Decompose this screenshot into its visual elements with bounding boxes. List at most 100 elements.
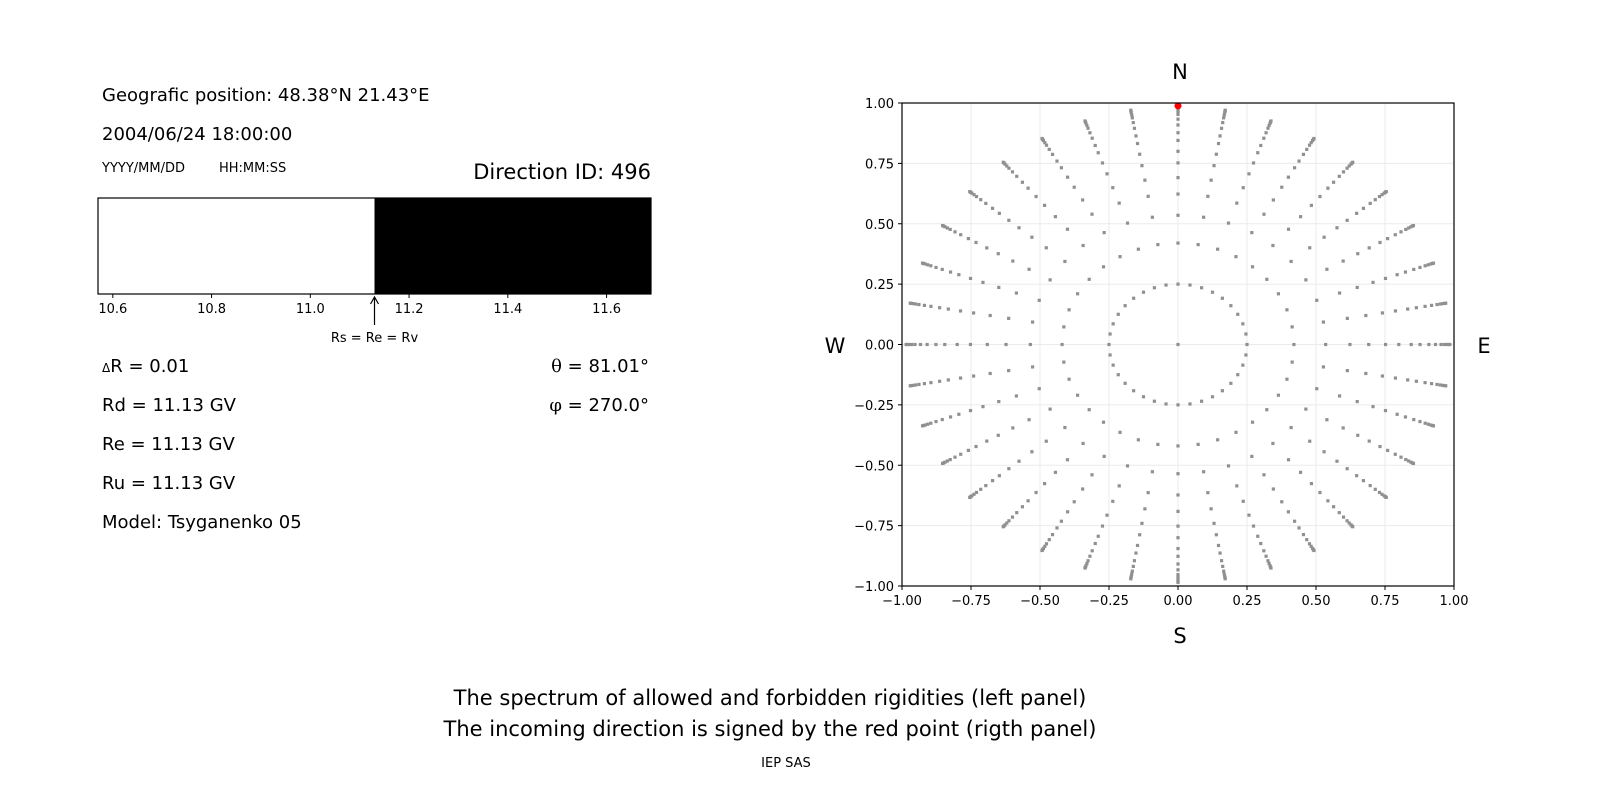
direction-point: [1001, 160, 1005, 164]
model-name: Model: Tsyganenko 05: [102, 512, 302, 533]
direction-point: [911, 383, 915, 387]
direction-point: [1383, 408, 1388, 413]
direction-scatter-chart: −1.00 −0.75 −0.50 −0.25 0.00 0.25 0.50 0.75 1.00…: [825, 60, 1491, 648]
direction-point: [1411, 461, 1416, 466]
direction-point: [1345, 166, 1349, 170]
direction-point: [1111, 186, 1115, 190]
direction-point: [914, 302, 918, 306]
direction-point: [946, 378, 950, 382]
direction-point: [990, 479, 995, 483]
direction-point: [1129, 108, 1133, 112]
direction-point: [1431, 261, 1436, 265]
direction-point: [1050, 533, 1055, 537]
x-tick-label: 1.00: [1440, 594, 1469, 609]
direction-point: [1259, 541, 1263, 546]
direction-point: [1423, 264, 1427, 268]
direction-point: [974, 490, 979, 495]
direction-point: [1117, 484, 1121, 488]
direction-point: [1331, 505, 1336, 509]
spectrum-segment-forbidden: [374, 198, 651, 294]
direction-point: [1393, 233, 1397, 237]
direction-point: [1308, 246, 1312, 250]
direction-point: [1368, 201, 1372, 205]
direction-point: [1047, 147, 1051, 151]
direction-point: [1373, 198, 1377, 202]
direction-point: [1267, 123, 1271, 128]
direction-point: [1101, 420, 1106, 424]
direction-point: [1020, 505, 1025, 509]
direction-point: [1146, 491, 1150, 495]
direction-point: [908, 384, 912, 388]
date-format-label: YYYY/MM/DD: [102, 161, 185, 176]
direction-point: [1245, 342, 1249, 347]
ru-value: Ru = 11.13 GV: [102, 473, 236, 494]
direction-point: [922, 382, 927, 386]
direction-point: [1386, 448, 1390, 452]
phi-text: = 270.0°: [561, 395, 649, 416]
compass-north: N: [1172, 60, 1188, 84]
direction-point: [990, 206, 995, 210]
direction-point: [1269, 566, 1273, 570]
x-tick-label: 10.6: [98, 302, 127, 317]
direction-point: [1030, 450, 1034, 454]
direction-point: [1315, 387, 1319, 391]
direction-point: [946, 307, 950, 311]
direction-point: [1037, 298, 1041, 302]
direction-point: [1429, 382, 1434, 386]
direction-point: [1083, 119, 1087, 123]
direction-point: [1212, 164, 1216, 168]
direction-point: [1176, 117, 1180, 121]
direction-point: [913, 342, 917, 347]
direction-point: [1007, 316, 1011, 320]
direction-point: [1117, 201, 1121, 205]
direction-point: [1044, 542, 1049, 546]
direction-point: [1335, 459, 1339, 463]
direction-point: [1030, 235, 1034, 239]
direction-point: [984, 201, 988, 205]
direction-point: [1164, 402, 1168, 406]
direction-point: [1355, 211, 1359, 215]
direction-point: [929, 421, 933, 425]
direction-point: [1081, 487, 1085, 491]
direction-point: [1123, 381, 1127, 385]
theta-text: = 81.01°: [561, 356, 649, 377]
theta-symbol: θ: [551, 356, 562, 377]
delta-symbol: Δ: [102, 361, 111, 375]
direction-point: [1176, 109, 1180, 114]
direction-point: [1286, 458, 1291, 462]
direction-point: [1034, 194, 1038, 199]
direction-point: [1088, 131, 1092, 135]
caption-line-2: The incoming direction is signed by the …: [443, 717, 1097, 741]
direction-point: [917, 302, 921, 307]
direction-point: [1250, 265, 1255, 269]
direction-point: [1368, 484, 1372, 488]
direction-point: [1229, 381, 1233, 385]
direction-point: [1307, 542, 1312, 546]
direction-point: [1371, 280, 1375, 284]
direction-point: [1262, 212, 1266, 216]
direction-point: [1136, 247, 1140, 251]
direction-point: [974, 444, 978, 449]
direction-point: [1305, 147, 1309, 151]
direction-point: [1196, 243, 1200, 247]
direction-point: [1156, 243, 1160, 247]
direction-point: [1326, 499, 1330, 503]
direction-point: [1290, 360, 1294, 364]
direction-point: [1010, 515, 1015, 519]
direction-point: [1176, 112, 1180, 116]
direction-point: [1085, 561, 1089, 566]
direction-point: [1356, 252, 1360, 256]
direction-point: [1048, 407, 1052, 411]
direction-point: [1393, 452, 1397, 456]
direction-point: [1223, 108, 1227, 112]
direction-point: [959, 233, 963, 237]
direction-point: [1435, 302, 1439, 307]
direction-point: [1072, 500, 1076, 504]
direction-point: [1118, 255, 1122, 259]
direction-point: [1116, 373, 1120, 377]
direction-point: [1221, 121, 1225, 125]
direction-point: [1250, 420, 1255, 424]
direction-point: [1176, 444, 1180, 448]
direction-point: [1100, 161, 1105, 165]
direction-point: [972, 193, 976, 197]
